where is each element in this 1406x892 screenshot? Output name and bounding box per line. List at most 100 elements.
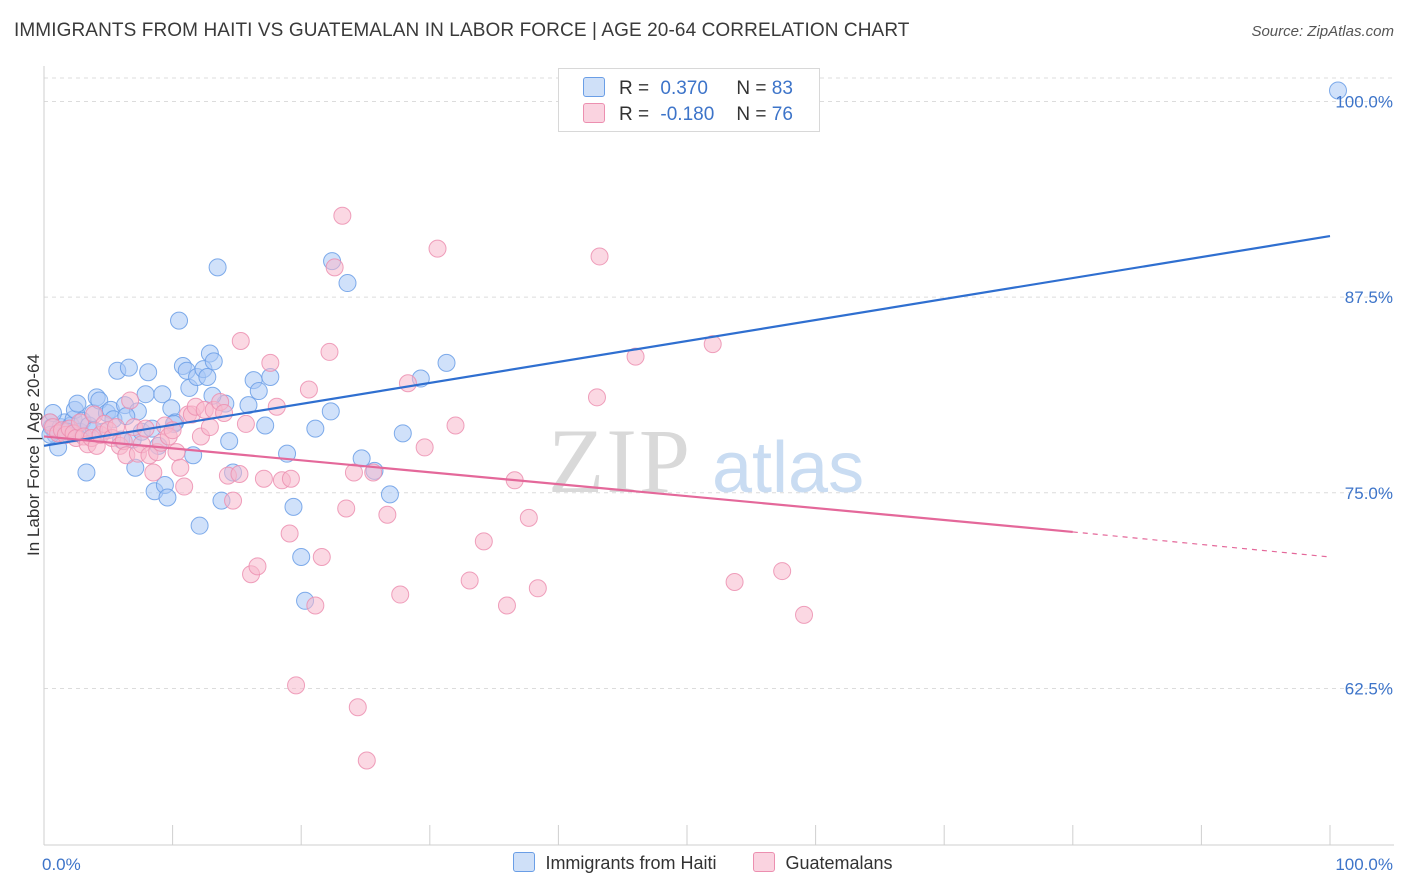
data-point <box>391 585 410 604</box>
data-point <box>333 206 352 225</box>
r-label: R = <box>619 78 650 99</box>
r-label: R = <box>619 104 650 125</box>
y-tick-label: 62.5% <box>1345 679 1393 698</box>
data-point <box>68 394 87 413</box>
legend: Immigrants from Haiti Guatemalans <box>0 852 1406 874</box>
data-point <box>170 311 189 330</box>
data-point <box>224 491 243 510</box>
data-point <box>215 403 234 422</box>
data-point <box>287 676 306 695</box>
n-label: N = <box>736 78 767 99</box>
legend-swatch-guatemalans <box>753 852 776 872</box>
data-point <box>497 596 516 615</box>
data-point <box>167 443 186 462</box>
data-point <box>626 347 645 366</box>
data-point <box>306 596 325 615</box>
data-point <box>320 342 339 361</box>
data-point <box>321 402 340 421</box>
data-point <box>254 469 273 488</box>
source-label: Source: ZipAtlas.com <box>1251 23 1394 40</box>
watermark: ZIP atlas <box>548 410 864 512</box>
data-point <box>292 547 311 566</box>
data-point <box>325 258 344 277</box>
data-point <box>153 385 172 404</box>
data-point <box>281 469 300 488</box>
data-point <box>171 458 190 477</box>
y-tick-label: 75.0% <box>1345 484 1393 503</box>
data-point <box>248 557 267 576</box>
watermark-zip: ZIP <box>548 410 692 512</box>
data-point <box>239 396 258 415</box>
data-point <box>703 335 722 354</box>
data-point <box>136 385 155 404</box>
data-point <box>107 418 126 437</box>
legend-swatch-haiti <box>513 852 536 872</box>
legend-label: Immigrants from Haiti <box>545 853 717 873</box>
data-point <box>200 418 219 437</box>
n-value: 83 <box>771 78 793 99</box>
data-point <box>121 391 140 410</box>
stats-row-guatemalans: R = -0.180 N = 76 <box>583 103 793 127</box>
x-tick-label-min: 0.0% <box>42 855 81 874</box>
data-point <box>236 414 255 433</box>
data-point <box>725 573 744 592</box>
data-point <box>338 274 357 293</box>
data-point <box>474 532 493 551</box>
r-value: -0.180 <box>660 104 715 125</box>
guatemalans-swatch <box>583 103 605 123</box>
data-point <box>415 438 434 457</box>
data-point <box>528 579 547 598</box>
n-label: N = <box>736 104 767 125</box>
data-point <box>299 380 318 399</box>
data-point <box>312 547 331 566</box>
stats-box: R = 0.370 N = 83 R = -0.180 N = 76 <box>558 68 820 132</box>
data-point <box>587 388 606 407</box>
data-point <box>119 358 138 377</box>
data-point <box>144 463 163 482</box>
trend-line <box>1072 531 1331 558</box>
stats-row-haiti: R = 0.370 N = 83 <box>583 77 793 101</box>
data-point <box>198 367 217 386</box>
data-point <box>446 416 465 435</box>
y-tick-label: 100.0% <box>1335 92 1393 111</box>
data-point <box>190 516 209 535</box>
data-point <box>437 353 456 372</box>
axes <box>43 66 1394 846</box>
y-tick-label: 87.5% <box>1345 288 1393 307</box>
x-tick-label-max: 100.0% <box>1335 855 1393 874</box>
haiti-swatch <box>583 77 605 97</box>
trend-line <box>43 435 1073 534</box>
data-point <box>519 508 538 527</box>
data-points <box>41 81 1347 770</box>
data-point <box>208 258 227 277</box>
data-point <box>77 463 96 482</box>
data-point <box>773 562 792 581</box>
watermark-atlas: atlas <box>712 428 864 508</box>
data-point <box>261 353 280 372</box>
data-point <box>348 698 367 717</box>
legend-item-haiti[interactable]: Immigrants from Haiti <box>513 852 716 874</box>
data-point <box>175 477 194 496</box>
data-point <box>231 331 250 350</box>
data-point <box>428 239 447 258</box>
r-value: 0.370 <box>660 78 708 99</box>
data-point <box>795 605 814 624</box>
data-point <box>284 497 303 516</box>
data-point <box>256 416 275 435</box>
data-point <box>357 751 376 770</box>
n-value: 76 <box>771 104 793 125</box>
data-point <box>249 382 268 401</box>
data-point <box>1329 81 1347 100</box>
data-point <box>590 247 609 266</box>
data-point <box>393 424 412 443</box>
chart-title: IMMIGRANTS FROM HAITI VS GUATEMALAN IN L… <box>14 20 910 41</box>
data-point <box>398 374 417 393</box>
data-point <box>230 465 249 484</box>
data-point <box>344 463 363 482</box>
legend-item-guatemalans[interactable]: Guatemalans <box>753 852 893 874</box>
trend-lines <box>43 235 1331 558</box>
data-point <box>306 419 325 438</box>
data-point <box>158 488 177 507</box>
data-point <box>460 571 479 590</box>
